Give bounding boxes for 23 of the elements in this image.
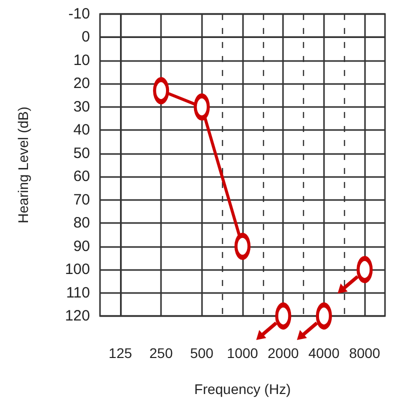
y-tick-label: 60 (73, 168, 90, 186)
y-tick-label: 100 (64, 261, 90, 278)
y-tick-label: 50 (73, 144, 90, 162)
y-tick-label: 90 (73, 238, 90, 255)
y-tick-label: 110 (66, 284, 90, 302)
x-tick-label: 1000 (226, 345, 258, 361)
y-tick-label: 0 (82, 28, 90, 46)
y-tick-label: 70 (73, 191, 90, 208)
x-tick-label: 8000 (349, 345, 380, 361)
y-tick-label: 20 (73, 75, 90, 92)
x-tick-label: 250 (149, 345, 173, 361)
x-tick-label: 500 (190, 345, 214, 361)
x-tick-label: 125 (108, 345, 132, 361)
y-tick-label: 120 (64, 308, 90, 324)
y-axis-title: Hearing Level (dB) (15, 106, 31, 224)
y-tick-label: -10 (68, 6, 90, 22)
y-tick-label: 10 (73, 52, 90, 69)
x-tick-label: 4000 (308, 345, 340, 361)
y-tick-label: 80 (73, 214, 90, 232)
x-tick-label: 2000 (268, 345, 299, 361)
y-tick-label: 30 (73, 98, 90, 116)
x-axis-title: Frequency (Hz) (194, 381, 291, 397)
y-tick-label: 40 (73, 122, 90, 139)
